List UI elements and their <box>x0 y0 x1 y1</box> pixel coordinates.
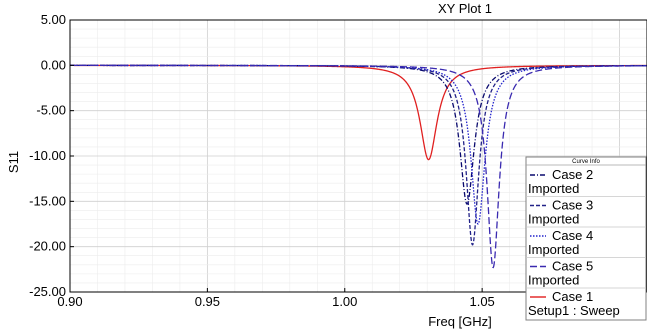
legend-sublabel: Imported <box>528 273 579 288</box>
legend-box <box>525 156 647 321</box>
y-tick-label: -20.00 <box>29 239 66 254</box>
x-tick-label: 0.90 <box>57 294 82 309</box>
legend-label: Case 4 <box>552 228 593 243</box>
y-tick-label: -15.00 <box>29 193 66 208</box>
y-tick-label: -25.00 <box>29 284 66 299</box>
series-group <box>70 64 647 269</box>
legend-label: Case 5 <box>552 259 593 274</box>
y-axis-title: S11 <box>6 151 21 173</box>
legend-sublabel: Imported <box>528 242 579 257</box>
series-line-4 <box>70 64 647 269</box>
y-tick-label: -5.00 <box>36 103 66 118</box>
legend-label: Case 1 <box>552 289 593 304</box>
x-tick-label: 1.05 <box>469 294 494 309</box>
x-axis-title: Freq [GHz] <box>428 314 492 329</box>
chart-title: XY Plot 1 <box>438 1 492 16</box>
legend-sublabel: Imported <box>528 181 579 196</box>
x-tick-label: 0.95 <box>195 294 220 309</box>
y-tick-label: 0.00 <box>41 57 66 72</box>
y-tick-label: 5.00 <box>41 12 66 27</box>
legend-label: Case 2 <box>552 167 593 182</box>
x-tick-label: 1.00 <box>332 294 357 309</box>
legend-sublabel: Setup1 : Sweep <box>528 303 620 318</box>
y-tick-label: -10.00 <box>29 148 66 163</box>
legend-header: Curve Info <box>572 159 600 165</box>
legend-sublabel: Imported <box>528 212 579 227</box>
legend-label: Case 3 <box>552 198 593 213</box>
